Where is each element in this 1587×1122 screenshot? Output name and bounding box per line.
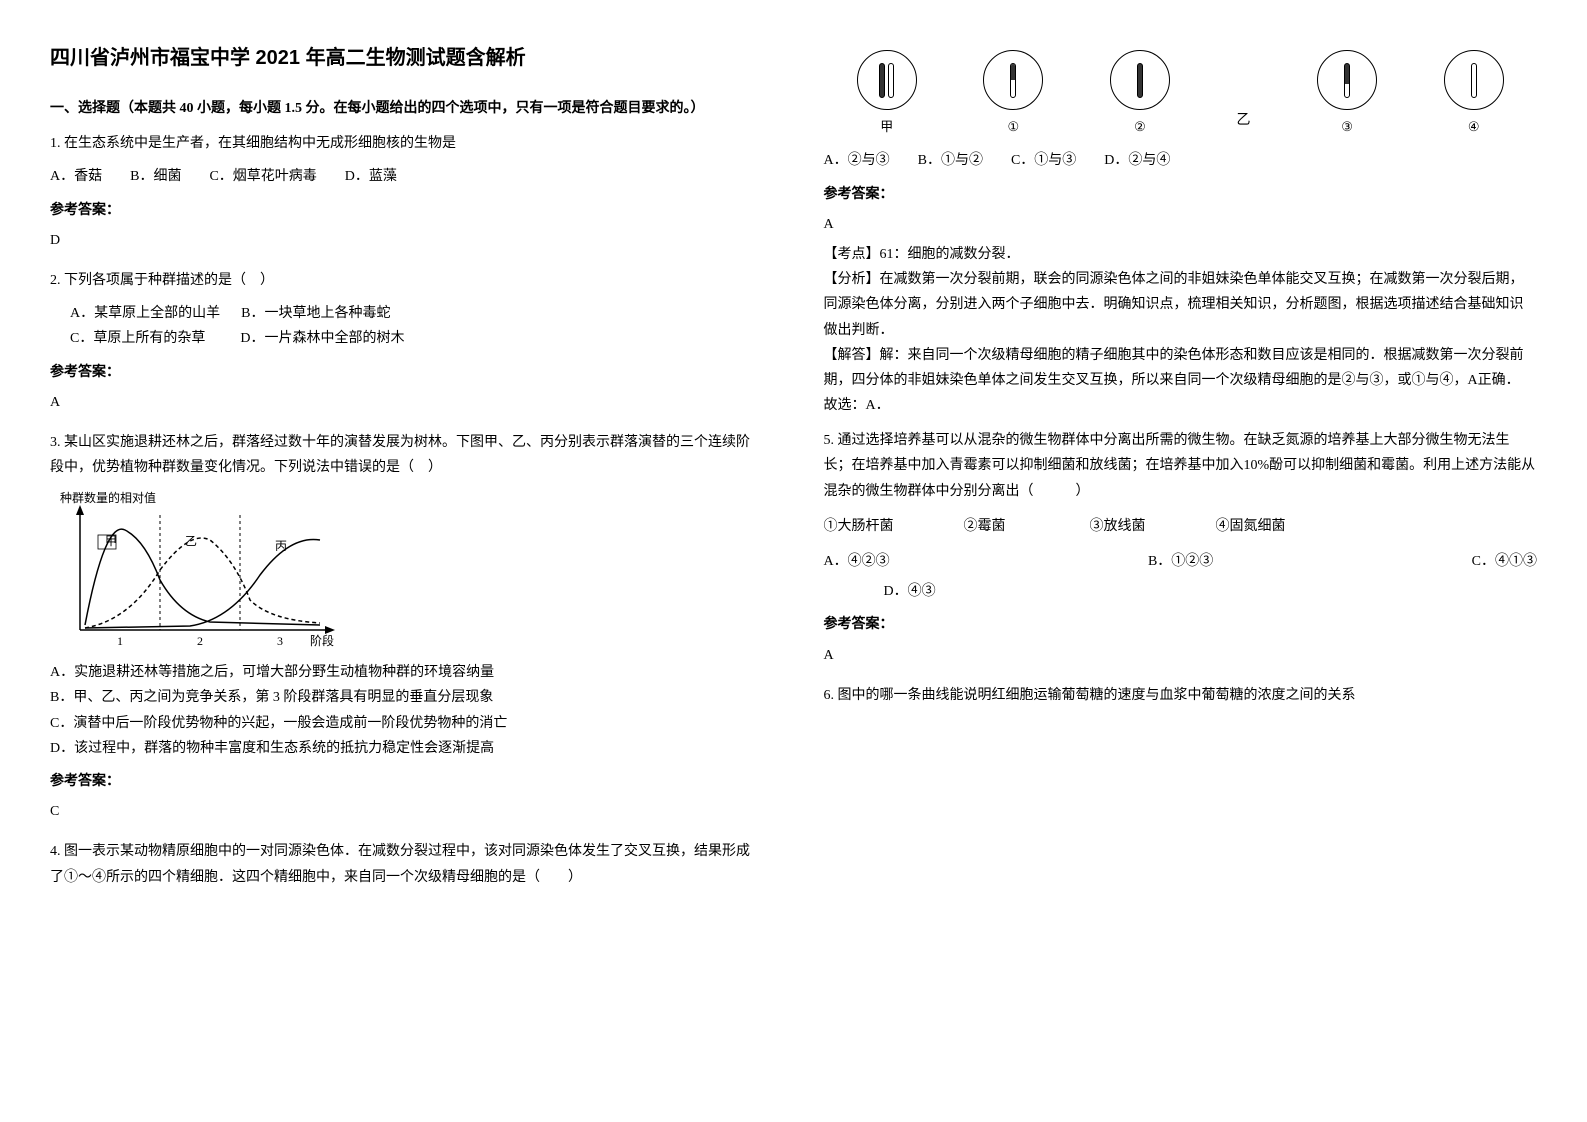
question-6: 6. 图中的哪一条曲线能说明红细胞运输葡萄糖的速度与血浆中葡萄糖的浓度之间的关系 <box>824 683 1538 708</box>
cell-1: ① <box>983 50 1043 138</box>
page-title: 四川省泸州市福宝中学 2021 年高二生物测试题含解析 <box>50 40 764 76</box>
q2-opt-a: A．某草原上全部的山羊 <box>70 306 220 321</box>
q4-point: 【考点】61：细胞的减数分裂． <box>824 242 1538 267</box>
cell-4-label: ④ <box>1444 115 1504 138</box>
cell-jia: 甲 <box>857 50 917 138</box>
series-jia-label: 甲 <box>105 534 117 548</box>
series-bing-label: 丙 <box>275 539 287 553</box>
page-container: 四川省泸州市福宝中学 2021 年高二生物测试题含解析 一、选择题（本题共 40… <box>50 40 1537 905</box>
q6-text: 6. 图中的哪一条曲线能说明红细胞运输葡萄糖的速度与血浆中葡萄糖的浓度之间的关系 <box>824 683 1538 708</box>
q5-items: ①大肠杆菌 ②霉菌 ③放线菌 ④固氮细菌 <box>824 514 1538 539</box>
q1-text: 1. 在生态系统中是生产者，在其细胞结构中无成形细胞核的生物是 <box>50 131 764 156</box>
right-column: 甲 ① ② 乙 ③ <box>824 40 1538 905</box>
q4-conclusion: 故选：A． <box>824 393 1538 418</box>
q3-text: 3. 某山区实施退耕还林之后，群落经过数十年的演替发展为树林。下图甲、乙、丙分别… <box>50 430 764 480</box>
chromosome-diagram: 甲 ① ② 乙 ③ <box>824 50 1538 138</box>
q3-opt-a: A．实施退耕还林等措施之后，可增大部分野生动植物种群的环境容纳量 <box>50 660 764 685</box>
cell-1-label: ① <box>983 115 1043 138</box>
q2-opt-b: B．一块草地上各种毒蛇 <box>241 306 390 321</box>
question-4-text: 4. 图一表示某动物精原细胞中的一对同源染色体．在减数分裂过程中，该对同源染色体… <box>50 839 764 889</box>
q2-opt-d: D．一片森林中全部的树木 <box>240 331 404 346</box>
series-yi-label: 乙 <box>185 534 197 548</box>
q5-opt-d: D．④③ <box>884 579 1538 604</box>
cell-2-label: ② <box>1110 115 1170 138</box>
q4-analysis: 【分析】在减数第一次分裂前期，联会的同源染色体之间的非姐妹染色单体能交叉互换；在… <box>824 267 1538 343</box>
q4-solution: 【解答】解：来自同一个次级精母细胞的精子细胞其中的染色体形态和数目应该是相同的．… <box>824 343 1538 393</box>
cell-2: ② <box>1110 50 1170 138</box>
q2-options: A．某草原上全部的山羊 B．一块草地上各种毒蛇 C．草原上所有的杂草 D．一片森… <box>70 301 764 351</box>
q1-answer-label: 参考答案： <box>50 198 764 223</box>
q5-text: 5. 通过选择培养基可以从混杂的微生物群体中分离出所需的微生物。在缺乏氮源的培养… <box>824 428 1538 504</box>
q2-answer: A <box>50 390 764 415</box>
question-3: 3. 某山区实施退耕还林之后，群落经过数十年的演替发展为树林。下图甲、乙、丙分别… <box>50 430 764 825</box>
q4-text: 4. 图一表示某动物精原细胞中的一对同源染色体．在减数分裂过程中，该对同源染色体… <box>50 839 764 889</box>
chart-xlabel: 阶段 <box>310 633 334 648</box>
question-2: 2. 下列各项属于种群描述的是（ ） A．某草原上全部的山羊 B．一块草地上各种… <box>50 268 764 415</box>
q4-answer-label: 参考答案： <box>824 182 1538 207</box>
x-tick-2: 2 <box>197 634 203 648</box>
q5-opt-a: A．④②③ <box>824 549 890 574</box>
q1-answer: D <box>50 228 764 253</box>
q3-opt-d: D．该过程中，群落的物种丰富度和生态系统的抵抗力稳定性会逐渐提高 <box>50 736 764 761</box>
q5-opt-c: C．④①③ <box>1472 549 1537 574</box>
q4-answer: A <box>824 212 1538 237</box>
q4-options: A．②与③ B．①与② C．①与③ D．②与④ <box>824 148 1538 173</box>
question-5: 5. 通过选择培养基可以从混杂的微生物群体中分离出所需的微生物。在缺乏氮源的培养… <box>824 428 1538 668</box>
x-tick-1: 1 <box>117 634 123 648</box>
population-chart-svg: 种群数量的相对值 甲 乙 <box>50 490 350 650</box>
cell-jia-label: 甲 <box>857 115 917 138</box>
q3-opt-b: B．甲、乙、丙之间为竞争关系，第 3 阶段群落具有明显的垂直分层现象 <box>50 685 764 710</box>
q3-opt-c: C．演替中后一阶段优势物种的兴起，一般会造成前一阶段优势物种的消亡 <box>50 711 764 736</box>
question-1: 1. 在生态系统中是生产者，在其细胞结构中无成形细胞核的生物是 A．香菇 B．细… <box>50 131 764 253</box>
q5-answer-label: 参考答案： <box>824 612 1538 637</box>
q3-chart: 种群数量的相对值 甲 乙 <box>50 490 764 650</box>
q2-answer-label: 参考答案： <box>50 360 764 385</box>
cell-3-label: ③ <box>1317 115 1377 138</box>
cell-3: ③ <box>1317 50 1377 138</box>
chart-ylabel: 种群数量的相对值 <box>60 490 156 505</box>
q3-answer-label: 参考答案： <box>50 769 764 794</box>
left-column: 四川省泸州市福宝中学 2021 年高二生物测试题含解析 一、选择题（本题共 40… <box>50 40 764 905</box>
q2-text: 2. 下列各项属于种群描述的是（ ） <box>50 268 764 293</box>
q5-options-row: A．④②③ B．①②③ C．④①③ <box>824 549 1538 574</box>
q2-opt-c: C．草原上所有的杂草 <box>70 331 205 346</box>
q5-opt-b: B．①②③ <box>1148 549 1213 574</box>
q5-answer: A <box>824 643 1538 668</box>
cell-4: ④ <box>1444 50 1504 138</box>
x-tick-3: 3 <box>277 634 283 648</box>
yi-label: 乙 <box>1237 108 1251 133</box>
q3-answer: C <box>50 799 764 824</box>
section-header: 一、选择题（本题共 40 小题，每小题 1.5 分。在每小题给出的四个选项中，只… <box>50 96 764 121</box>
q1-options: A．香菇 B．细菌 C．烟草花叶病毒 D．蓝藻 <box>50 164 764 189</box>
